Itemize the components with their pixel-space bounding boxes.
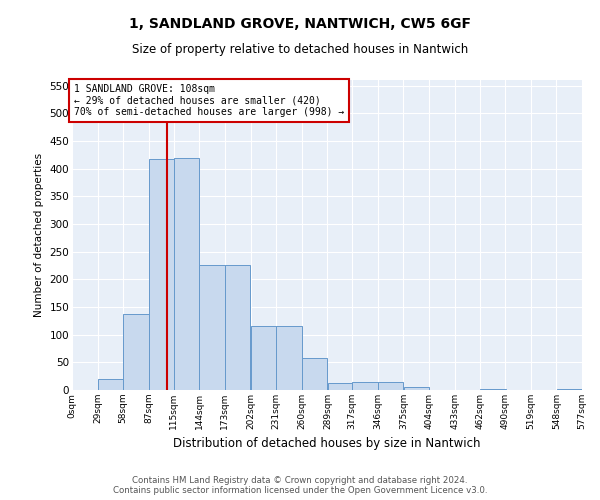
Bar [124,314,149,390]
Text: Contains HM Land Registry data © Crown copyright and database right 2024.
Contai: Contains HM Land Registry data © Crown c… [113,476,487,495]
Bar [352,382,377,390]
Bar [378,382,403,390]
Text: Size of property relative to detached houses in Nantwich: Size of property relative to detached ho… [132,42,468,56]
Bar [302,358,328,390]
X-axis label: Distribution of detached houses by size in Nantwich: Distribution of detached houses by size … [173,438,481,450]
Bar [98,379,123,390]
Text: 1, SANDLAND GROVE, NANTWICH, CW5 6GF: 1, SANDLAND GROVE, NANTWICH, CW5 6GF [129,18,471,32]
Bar [404,386,429,390]
Text: 1 SANDLAND GROVE: 108sqm
← 29% of detached houses are smaller (420)
70% of semi-: 1 SANDLAND GROVE: 108sqm ← 29% of detach… [74,84,344,117]
Bar [149,159,175,390]
Y-axis label: Number of detached properties: Number of detached properties [34,153,44,317]
Bar [328,383,353,390]
Bar [199,266,225,390]
Bar [251,326,276,390]
Bar [277,326,302,390]
Bar [174,158,199,390]
Bar [225,266,250,390]
